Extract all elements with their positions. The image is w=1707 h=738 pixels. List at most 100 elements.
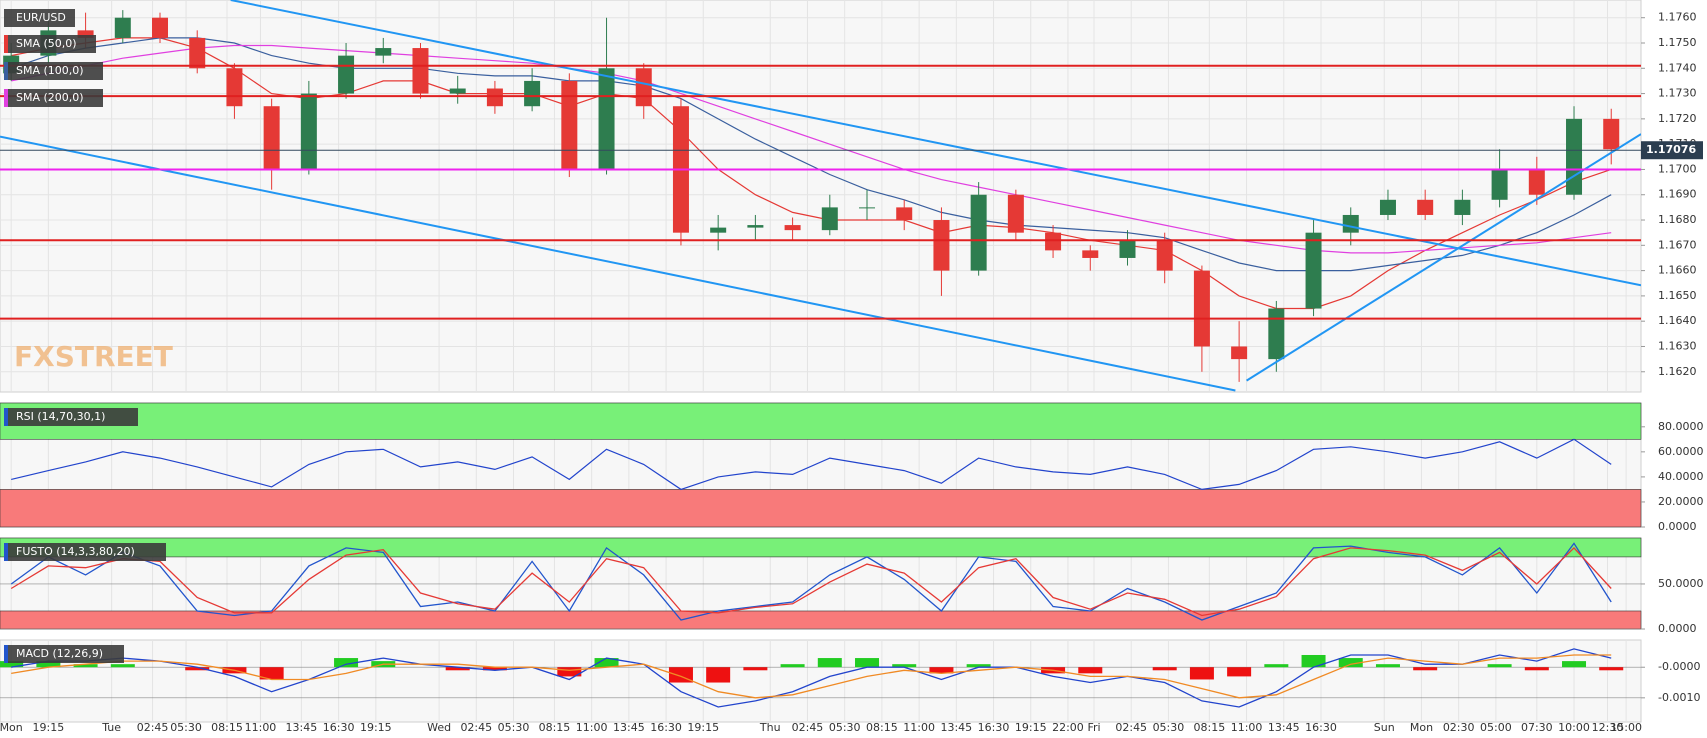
histogram-bar	[929, 667, 954, 674]
x-tick-label: 02:45	[792, 721, 824, 734]
histogram-bar	[1599, 667, 1624, 671]
candle-body	[412, 48, 429, 94]
sma-line	[11, 37, 1612, 310]
histogram-bar	[557, 667, 582, 677]
x-tick-label: 11:00	[245, 721, 277, 734]
y-tick-label: 1.1690	[1658, 188, 1697, 201]
plot-area	[10, 542, 1612, 621]
y-tick-label: 80.0000	[1658, 420, 1704, 433]
indicator-label-swatch	[4, 543, 8, 561]
x-tick-label: 16:30	[978, 721, 1010, 734]
y-tick-label: 1.1700	[1658, 162, 1697, 175]
legend-entry: SMA (50,0)	[16, 37, 77, 50]
histogram-bar	[1524, 667, 1549, 671]
candle-body	[1193, 270, 1210, 347]
candle-body	[189, 37, 206, 69]
trend-line	[230, 0, 1641, 287]
trend-line	[0, 135, 1236, 392]
x-tick-label: Wed	[427, 721, 451, 734]
candle-body	[152, 17, 169, 38]
indicator-line	[10, 546, 1612, 617]
histogram-bar	[110, 664, 135, 668]
candle-body	[226, 68, 243, 107]
x-tick-label: 16:30	[323, 721, 355, 734]
candle-body	[747, 225, 764, 228]
x-tick-label: Mon	[1410, 721, 1433, 734]
x-tick-label: 19:15	[1015, 721, 1047, 734]
plot-area	[0, 648, 1624, 708]
indicator-label-box	[4, 645, 124, 663]
y-tick-label: 1.1740	[1658, 61, 1697, 74]
candle-body	[1528, 169, 1545, 195]
panel-background	[0, 639, 1642, 723]
y-tick-label: 1.1680	[1658, 213, 1697, 226]
x-tick-label: 05:30	[170, 721, 202, 734]
indicator-label-swatch	[4, 645, 8, 663]
histogram-bar	[1152, 667, 1177, 671]
candle-body	[1268, 308, 1285, 360]
x-tick-label: 12:30	[1592, 721, 1624, 734]
y-tick-label: 1.1650	[1658, 289, 1697, 302]
candle-body	[1566, 118, 1583, 195]
candle-body	[710, 227, 727, 233]
x-tick-label: 02:45	[460, 721, 492, 734]
x-tick-label: 11:00	[903, 721, 935, 734]
candle-body	[1454, 199, 1471, 215]
panel-background	[0, 0, 1642, 393]
x-tick-label: 13:45	[286, 721, 318, 734]
symbol-label: EUR/USD	[16, 11, 66, 24]
candle-body	[1045, 232, 1062, 251]
y-tick-label: 40.0000	[1658, 470, 1704, 483]
histogram-bar	[185, 667, 210, 671]
legend-entry-swatch	[4, 62, 8, 80]
x-tick-label: 19:15	[360, 721, 392, 734]
candle-body	[821, 207, 838, 231]
candle-body	[1379, 199, 1396, 215]
candle-body	[1342, 214, 1359, 233]
indicator-label-swatch	[4, 408, 8, 426]
x-tick-label: 22:00	[1052, 721, 1084, 734]
zone	[0, 489, 1642, 528]
histogram-bar	[1487, 664, 1512, 668]
candle-body	[1491, 169, 1508, 200]
y-tick-label: -0.0000	[1658, 660, 1700, 673]
x-tick-label: 02:30	[1443, 721, 1475, 734]
x-tick-label: 02:45	[137, 721, 169, 734]
x-tick-label: 15:00	[1610, 721, 1642, 734]
x-tick-label: 02:45	[1115, 721, 1147, 734]
macd-line	[11, 648, 1612, 708]
histogram-bar	[817, 658, 842, 668]
candle-body	[1603, 118, 1620, 150]
sma-line	[11, 44, 1612, 254]
candle-body	[486, 88, 503, 107]
histogram-bar	[1562, 661, 1587, 668]
candle-body	[300, 93, 317, 170]
histogram-bar	[1264, 664, 1289, 668]
y-tick-label: -0.0010	[1658, 691, 1700, 704]
sma-line	[11, 37, 1612, 272]
candle-body	[1231, 346, 1248, 360]
y-tick-label: 1.1720	[1658, 112, 1697, 125]
histogram-bar	[1301, 654, 1326, 668]
candle-body	[635, 68, 652, 107]
y-tick-label: 0.0000	[1658, 622, 1697, 635]
legend-entry-swatch	[4, 89, 8, 107]
x-tick-label: 19:15	[33, 721, 65, 734]
candle-body	[1119, 240, 1136, 258]
candle-body	[1082, 250, 1099, 258]
histogram-bar	[855, 658, 880, 668]
y-tick-label: 1.1670	[1658, 238, 1697, 251]
histogram-bar	[36, 661, 61, 668]
x-tick-label: 08:15	[1194, 721, 1226, 734]
x-tick-label: 13:45	[613, 721, 645, 734]
candle-body	[859, 207, 876, 209]
histogram-bar	[0, 661, 24, 668]
candle-body	[933, 220, 950, 271]
histogram-bar	[780, 664, 805, 668]
candle-body	[114, 17, 131, 38]
candle-body	[784, 225, 801, 231]
zone	[0, 402, 1642, 440]
histogram-bar	[1078, 667, 1103, 674]
